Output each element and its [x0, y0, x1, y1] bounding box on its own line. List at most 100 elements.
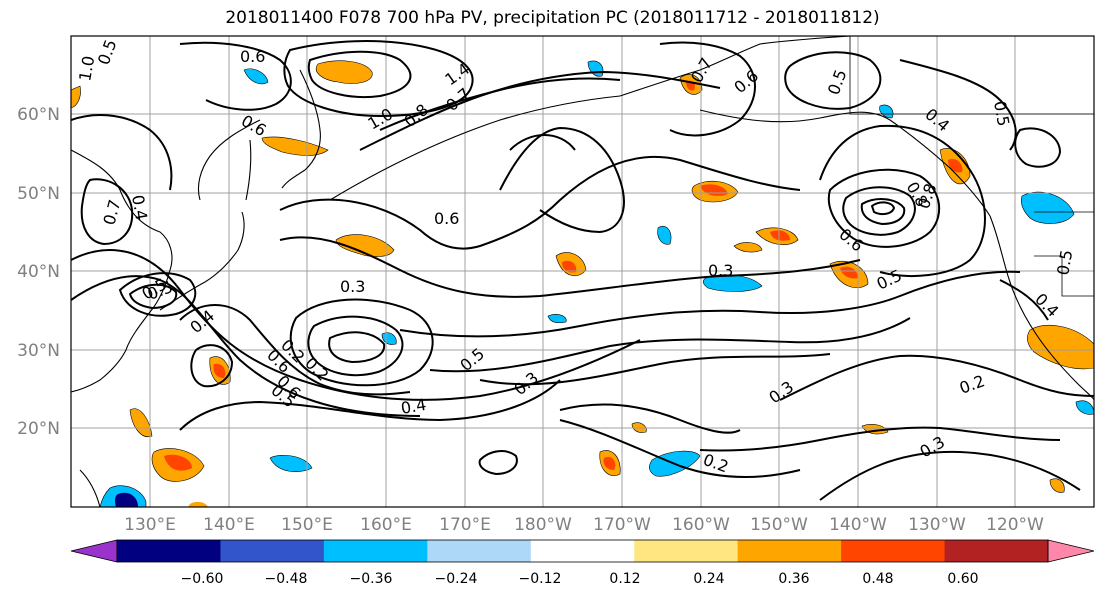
contour-line	[80, 178, 134, 246]
contour-label: 0.4	[399, 395, 427, 418]
contour-line	[429, 317, 911, 373]
shade-patch	[840, 266, 858, 279]
contour-line	[559, 419, 801, 479]
contour-line	[190, 344, 234, 388]
contour-line	[399, 270, 1021, 338]
lon-label: 150°W	[750, 515, 808, 535]
colorbar-tick-label: 0.24	[693, 571, 724, 587]
contour-line	[1014, 127, 1062, 168]
colorbar-segment	[737, 540, 842, 562]
colorbar-extend-max	[1047, 539, 1095, 563]
shade-patch	[1020, 191, 1075, 224]
shade-patch	[261, 136, 329, 156]
colorbar-tick-label: 0.60	[947, 571, 978, 587]
lon-label: 140°E	[203, 515, 255, 535]
shade-patch	[213, 363, 226, 378]
colorbar-segment	[841, 540, 946, 562]
contour-line	[279, 155, 801, 250]
shade-patch	[335, 234, 395, 257]
longitude-labels: 130°E 140°E 150°E 160°E 170°E 180°W 170°…	[124, 515, 1044, 535]
contour-line	[128, 283, 178, 310]
contour-line	[328, 331, 386, 364]
coastline-na-west	[989, 215, 1094, 401]
shade-patch	[657, 225, 672, 245]
lat-label: 20°N	[17, 419, 60, 439]
contour-line	[779, 354, 1094, 401]
lat-label: 30°N	[17, 341, 60, 361]
contour-line	[784, 51, 882, 110]
coastline-sakhalin	[245, 139, 252, 201]
lat-label: 50°N	[17, 184, 60, 204]
coastline-alaska	[619, 36, 851, 97]
contour-label: 0.3	[708, 261, 733, 280]
contour-line	[699, 426, 1061, 452]
map-frame	[70, 35, 1095, 508]
contour-line	[870, 201, 896, 216]
coastline-sea-of-okhotsk	[197, 119, 261, 201]
coastline-philippines	[79, 469, 101, 507]
shade-patch	[603, 456, 616, 470]
contour-line	[999, 279, 1049, 321]
shade-patch	[1075, 400, 1094, 415]
political-boundaries	[849, 36, 1094, 297]
lon-label: 130°E	[124, 515, 176, 535]
colorbar: −0.60 −0.48 −0.36 −0.24 −0.12 0.12 0.24 …	[70, 539, 1095, 587]
contour-line	[359, 70, 721, 151]
lon-label: 140°W	[829, 515, 887, 535]
contour-label: 0.4	[128, 193, 151, 221]
shade-patch	[1049, 478, 1065, 493]
latitude-labels: 60°N 50°N 40°N 30°N 20°N	[17, 105, 60, 439]
shade-patch	[733, 242, 763, 253]
shade-patch	[316, 60, 373, 84]
contour-line	[379, 77, 621, 131]
shade-patch	[879, 104, 894, 119]
colorbar-tick-label: −0.12	[519, 571, 562, 587]
colorbar-segment	[220, 540, 325, 562]
lon-label: 160°W	[672, 515, 730, 535]
contour-label: 0.3	[340, 277, 365, 296]
coastline-gulf-alaska	[699, 109, 991, 217]
lon-label: 120°W	[986, 515, 1044, 535]
colorbar-tick-label: 0.12	[609, 571, 640, 587]
lon-label: 170°W	[593, 515, 651, 535]
contour-label: 0.5	[1053, 248, 1076, 276]
contour-line	[118, 272, 197, 317]
colorbar-tick-label: −0.36	[350, 571, 393, 587]
contour-label: 0.6	[240, 47, 265, 66]
colorbar-segment	[427, 540, 532, 562]
colorbar-frame	[116, 539, 1049, 563]
coastline-kamchatka	[281, 69, 321, 189]
contour-line	[659, 41, 756, 137]
coastline-aleutians	[329, 95, 621, 201]
shade-patch	[1027, 324, 1094, 370]
contour-line	[559, 403, 741, 434]
contour-line	[179, 379, 561, 431]
colorbar-segment	[117, 540, 221, 562]
contour-line	[179, 304, 411, 396]
shade-patch	[770, 230, 790, 241]
contour-line	[899, 59, 1017, 151]
colorbar-segment	[323, 540, 428, 562]
lon-label: 130°W	[908, 515, 966, 535]
contour-line	[819, 450, 1081, 501]
shade-patch	[562, 260, 577, 273]
shade-patch	[243, 68, 269, 85]
map-title: 2018011400 F078 700 hPa PV, precipitatio…	[225, 8, 880, 28]
contour-line	[307, 315, 404, 377]
contour-line	[479, 353, 831, 386]
contour-line	[179, 41, 292, 111]
lat-label: 40°N	[17, 262, 60, 282]
pv-contours	[71, 40, 1094, 501]
contour-line	[307, 50, 412, 98]
shade-patch	[114, 492, 138, 507]
colorbar-tick-label: −0.24	[435, 571, 478, 587]
lon-label: 170°E	[439, 515, 491, 535]
coastline-asia	[71, 149, 173, 393]
lon-label: 150°E	[281, 515, 333, 535]
contour-line	[279, 236, 861, 298]
graticule	[71, 36, 1094, 507]
colorbar-ticks: −0.60 −0.48 −0.36 −0.24 −0.12 0.12 0.24 …	[181, 571, 979, 587]
lon-label: 180°W	[514, 515, 572, 535]
shade-patch	[188, 501, 208, 507]
